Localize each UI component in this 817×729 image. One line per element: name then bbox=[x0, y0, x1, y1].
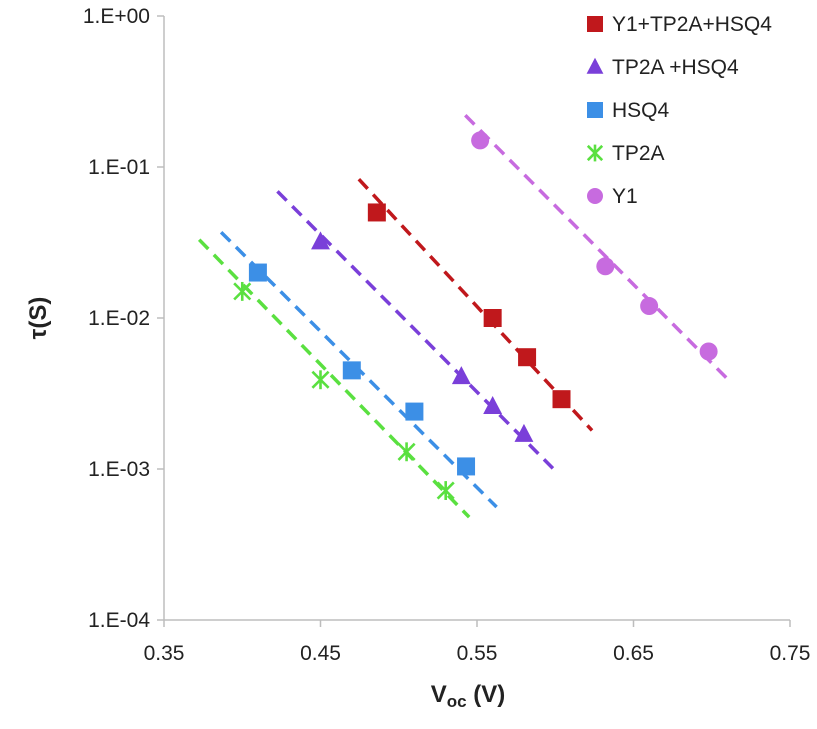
x-tick-label: 0.65 bbox=[613, 642, 654, 665]
data-point-hsq4 bbox=[405, 402, 424, 421]
data-point-y1 bbox=[640, 297, 659, 316]
y-tick-label: 1.E-02 bbox=[88, 307, 150, 330]
data-point-y1-tp2a-hsq4 bbox=[483, 309, 502, 327]
trend-line-tp2a bbox=[197, 238, 471, 519]
data-point-tp2a bbox=[233, 281, 252, 301]
x-axis-ticks: 0.35 0.45 0.55 0.65 0.75 bbox=[144, 620, 811, 665]
x-axis-title: Voc (V) bbox=[431, 681, 506, 711]
legend-marker-tp2a bbox=[586, 144, 604, 162]
data-point-hsq4 bbox=[248, 263, 267, 282]
data-point-tp2a-hsq4 bbox=[311, 231, 330, 250]
data-point-tp2a bbox=[436, 481, 455, 500]
legend-label-y1: Y1 bbox=[612, 185, 638, 208]
data-point-y1 bbox=[471, 131, 490, 150]
legend-marker-y1-tp2a-hsq4 bbox=[587, 16, 603, 32]
data-point-y1-tp2a-hsq4 bbox=[552, 390, 571, 409]
data-point-y1 bbox=[596, 257, 615, 276]
y-tick-label: 1.E-04 bbox=[88, 609, 150, 632]
data-point-tp2a-hsq4 bbox=[483, 395, 503, 414]
plot-area: 1.E-041.E-031.E-021.E-011.E+00 0.35 0.45 0… bbox=[83, 5, 811, 665]
y-axis-title: τ(S) bbox=[25, 297, 52, 340]
data-markers bbox=[233, 131, 718, 500]
legend-marker-hsq4 bbox=[587, 102, 603, 118]
data-point-tp2a-hsq4 bbox=[514, 423, 534, 442]
x-tick-label: 0.55 bbox=[457, 642, 498, 665]
data-point-y1-tp2a-hsq4 bbox=[518, 348, 537, 367]
data-point-y1-tp2a-hsq4 bbox=[367, 203, 386, 222]
x-tick-label: 0.35 bbox=[144, 642, 185, 665]
y-tick-label: 1.E-03 bbox=[88, 458, 150, 481]
legend: Y1+TP2A+HSQ4 TP2A +HSQ4 HSQ4 TP2A Y1 bbox=[586, 13, 772, 208]
legend-label-y1-tp2a-hsq4: Y1+TP2A+HSQ4 bbox=[612, 13, 772, 36]
x-tick-label: 0.45 bbox=[300, 642, 341, 665]
legend-marker-tp2a-hsq4 bbox=[586, 57, 604, 74]
legend-label-tp2a-hsq4: TP2A +HSQ4 bbox=[612, 56, 739, 79]
legend-marker-y1 bbox=[587, 188, 603, 204]
y-axis-ticks: 1.E-04 1.E-03 1.E-02 1.E-01 1.E+00 bbox=[83, 5, 164, 632]
data-point-y1 bbox=[699, 342, 718, 361]
y-tick-label: 1.E-01 bbox=[88, 156, 150, 179]
data-point-hsq4 bbox=[457, 457, 476, 476]
legend-label-tp2a: TP2A bbox=[612, 142, 665, 165]
data-point-tp2a bbox=[397, 442, 416, 462]
data-point-hsq4 bbox=[342, 361, 361, 380]
trend-line-y1-tp2a-hsq4 bbox=[357, 178, 594, 432]
x-tick-label: 0.75 bbox=[770, 642, 811, 665]
data-point-tp2a bbox=[311, 370, 330, 390]
legend-label-hsq4: HSQ4 bbox=[612, 99, 670, 122]
y-tick-label: 1.E+00 bbox=[83, 5, 150, 28]
trend-lines bbox=[197, 114, 728, 519]
data-point-tp2a-hsq4 bbox=[451, 366, 471, 385]
